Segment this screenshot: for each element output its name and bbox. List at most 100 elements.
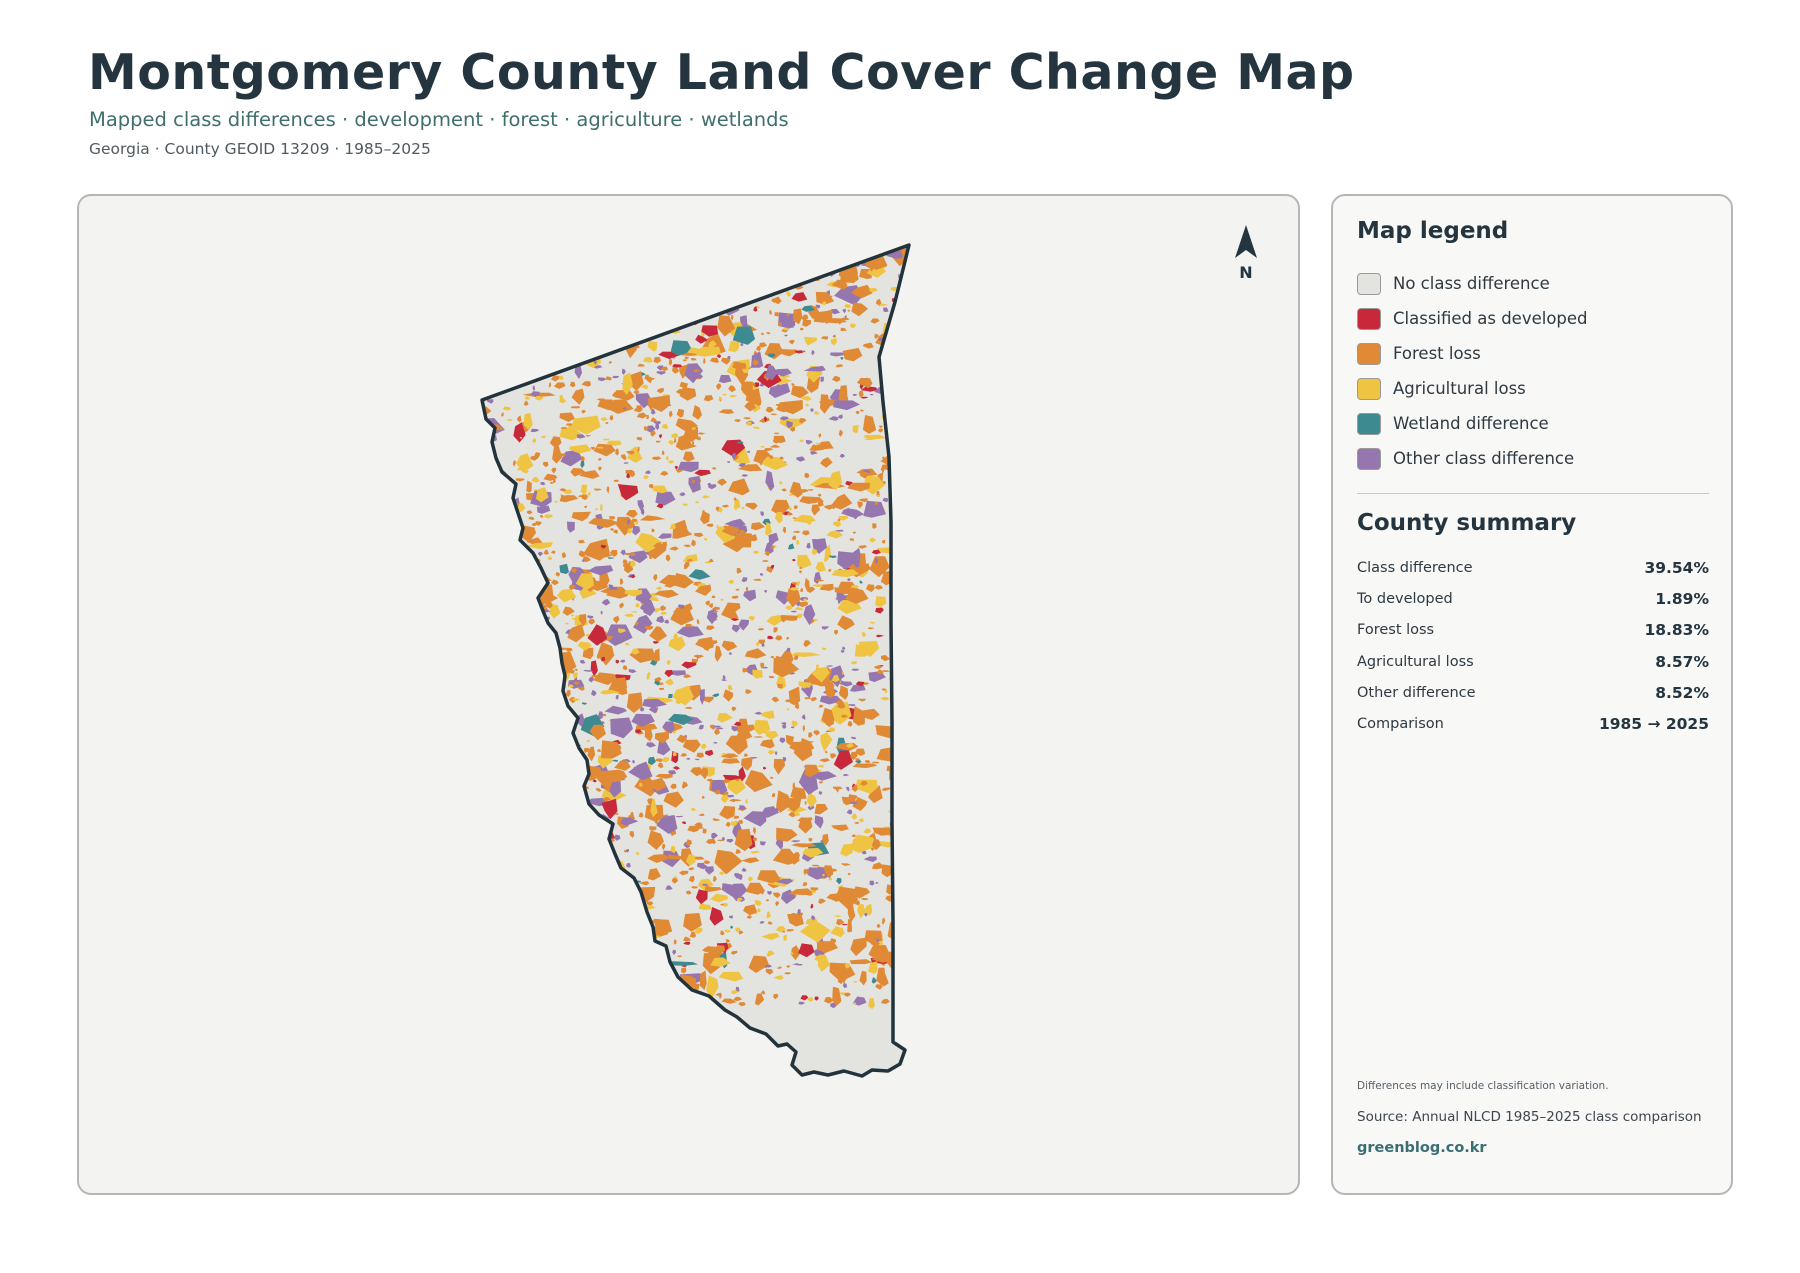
change-patch bbox=[820, 732, 833, 752]
change-patch bbox=[570, 782, 574, 788]
change-patch bbox=[595, 318, 603, 323]
change-patch bbox=[537, 551, 543, 557]
change-patch bbox=[536, 684, 566, 706]
change-patch bbox=[627, 970, 637, 975]
change-patch bbox=[579, 256, 599, 264]
change-patch bbox=[488, 861, 495, 868]
change-patch bbox=[567, 813, 572, 821]
map-panel[interactable] bbox=[77, 194, 1300, 1195]
change-patch bbox=[740, 343, 744, 347]
change-patch bbox=[484, 293, 493, 296]
change-patch bbox=[701, 331, 705, 338]
change-patch bbox=[561, 315, 587, 333]
change-patch bbox=[676, 408, 685, 418]
change-patch bbox=[746, 915, 752, 919]
change-patch bbox=[596, 822, 603, 825]
change-patch bbox=[803, 640, 811, 648]
change-patch bbox=[651, 409, 656, 415]
change-patch bbox=[517, 281, 539, 286]
change-patch bbox=[600, 689, 621, 695]
change-patch bbox=[767, 921, 773, 925]
change-patch bbox=[673, 253, 676, 259]
change-patch bbox=[491, 964, 498, 967]
change-patch bbox=[652, 265, 658, 270]
change-patch bbox=[702, 495, 710, 499]
change-patch bbox=[579, 659, 586, 664]
change-patch bbox=[522, 957, 541, 974]
change-patch bbox=[540, 482, 546, 486]
change-patch bbox=[872, 761, 880, 764]
change-patch bbox=[774, 350, 780, 354]
credit-link[interactable]: greenblog.co.kr bbox=[1357, 1140, 1487, 1156]
change-patch bbox=[664, 582, 673, 588]
change-patch bbox=[833, 915, 842, 917]
change-patch bbox=[771, 696, 780, 703]
change-patch bbox=[650, 798, 658, 818]
change-patch bbox=[533, 578, 537, 586]
change-patch bbox=[914, 666, 917, 669]
change-patch bbox=[631, 713, 655, 727]
change-patch bbox=[851, 302, 869, 317]
change-patch bbox=[487, 970, 495, 975]
change-patch bbox=[904, 617, 909, 624]
change-patch bbox=[752, 359, 760, 366]
change-patch bbox=[849, 684, 866, 692]
change-patch bbox=[724, 929, 731, 933]
change-patch bbox=[666, 854, 683, 860]
change-patch bbox=[623, 254, 630, 273]
change-patch bbox=[665, 262, 688, 282]
change-patch bbox=[901, 685, 909, 694]
change-patch bbox=[496, 289, 508, 297]
change-patch bbox=[570, 250, 582, 269]
change-patch bbox=[642, 951, 648, 957]
change-patch bbox=[570, 959, 574, 966]
change-patch bbox=[744, 648, 767, 659]
change-patch bbox=[859, 409, 865, 412]
county-map[interactable] bbox=[79, 196, 1300, 1195]
change-patch bbox=[790, 610, 798, 613]
change-patch bbox=[495, 975, 520, 993]
change-patch bbox=[614, 760, 631, 771]
change-patch bbox=[700, 311, 705, 317]
change-patch bbox=[896, 858, 904, 863]
change-patch bbox=[873, 250, 878, 254]
change-patch bbox=[530, 793, 537, 795]
change-patch bbox=[730, 821, 738, 827]
change-patch bbox=[764, 590, 767, 593]
change-patch bbox=[558, 675, 564, 680]
change-patch bbox=[799, 588, 804, 592]
change-patch bbox=[489, 642, 516, 656]
summary-value: 1.89% bbox=[1655, 589, 1709, 608]
change-patch bbox=[905, 529, 909, 549]
change-patch bbox=[502, 560, 511, 576]
change-patch bbox=[711, 606, 721, 611]
change-patch bbox=[706, 778, 714, 782]
change-patch bbox=[537, 708, 541, 711]
change-patch bbox=[813, 410, 820, 415]
change-patch bbox=[540, 871, 546, 875]
change-patch bbox=[855, 410, 860, 415]
change-patch bbox=[564, 858, 575, 865]
change-patch bbox=[627, 446, 643, 463]
change-patch bbox=[598, 377, 606, 382]
change-patch bbox=[821, 707, 835, 728]
change-patch bbox=[811, 504, 821, 516]
change-patch bbox=[543, 514, 553, 519]
change-patch bbox=[698, 813, 705, 816]
change-patch bbox=[570, 468, 586, 477]
change-patch bbox=[528, 889, 531, 893]
change-patch bbox=[538, 939, 551, 957]
change-patch bbox=[620, 282, 627, 285]
change-patch bbox=[550, 703, 567, 720]
change-patch bbox=[814, 815, 824, 829]
change-patch bbox=[860, 396, 869, 399]
change-patch bbox=[609, 897, 613, 901]
change-patch bbox=[722, 504, 730, 508]
panel-divider bbox=[1357, 493, 1709, 494]
change-patch bbox=[612, 270, 624, 280]
change-patch bbox=[691, 886, 698, 889]
change-patch bbox=[728, 340, 740, 353]
change-patch bbox=[495, 626, 504, 630]
change-patch bbox=[802, 319, 811, 327]
change-patch bbox=[600, 610, 603, 615]
